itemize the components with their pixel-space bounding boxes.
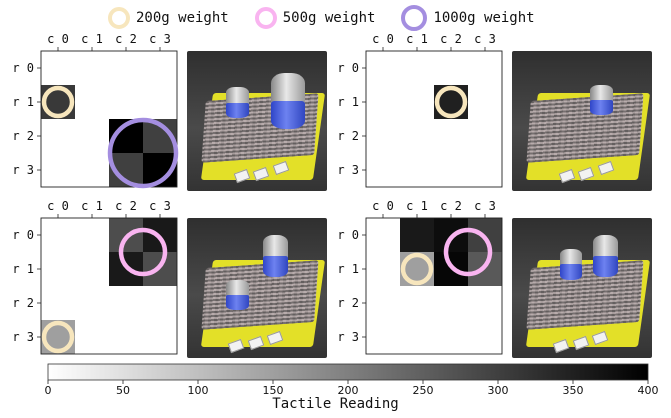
legend-ring-icon: [108, 7, 130, 29]
colorbar-tick-label: 150: [263, 384, 284, 397]
heatmap-group: c 0 c 1 c 2 c 3 r 0 r 1 r 2 r 3 c 0 c 1 c 2 c 3 r 0 r…: [12, 32, 503, 355]
legend-ring-icon: [254, 7, 277, 29]
row-tick-label: r 2: [12, 129, 34, 143]
heatmap-frame: [40, 217, 178, 355]
column-tick-label: c 1: [81, 199, 103, 213]
column-tick-label: c 0: [372, 199, 394, 213]
column-tick-label: c 2: [115, 199, 137, 213]
legend-item-200g: 200g weight: [108, 7, 229, 29]
legend-label: 200g weight: [136, 10, 229, 26]
row-tick-label: r 0: [12, 228, 34, 242]
row-tick-label: r 3: [12, 330, 34, 344]
column-tick-label: c 3: [149, 32, 171, 46]
row-tick-label: r 3: [337, 163, 359, 177]
weight-marker: [434, 85, 468, 119]
weight-marker: [443, 227, 493, 277]
colorbar-tick-label: 250: [413, 384, 434, 397]
heatmap-frame: [365, 50, 503, 188]
colorbar: 0 50 100 150 200 250 300 350 400: [45, 363, 659, 397]
column-tick-label: c 2: [115, 32, 137, 46]
legend-label: 500g weight: [282, 10, 376, 26]
column-tick-label: c 2: [440, 199, 462, 213]
row-tick-label: r 2: [337, 296, 359, 310]
photo-panel-3: [187, 218, 327, 358]
column-tick-label: c 1: [406, 32, 428, 46]
heatmap-panel-1: c 0 c 1 c 2 c 3 r 0 r 1 r 2 r 3: [12, 32, 179, 189]
row-tick-label: r 0: [337, 61, 359, 75]
column-tick-label: c 0: [47, 32, 69, 46]
photo-panel-4: [512, 218, 652, 358]
legend: 200g weight 500g weight 1000g weight: [108, 4, 535, 32]
heatmap-frame: [365, 217, 503, 355]
legend-item-500g: 500g weight: [254, 7, 376, 29]
colorbar-tick-label: 50: [116, 384, 130, 397]
legend-ring-icon: [401, 5, 428, 31]
column-tick-label: c 3: [474, 199, 496, 213]
weight-marker: [400, 252, 434, 286]
photo-panel-1: [187, 51, 327, 191]
colorbar-tick-label: 350: [563, 384, 584, 397]
row-tick-label: r 1: [12, 262, 34, 276]
row-tick-label: r 3: [12, 163, 34, 177]
column-tick-label: c 3: [474, 32, 496, 46]
column-tick-label: c 1: [406, 199, 428, 213]
weight-marker: [41, 320, 75, 354]
column-tick-label: c 0: [47, 199, 69, 213]
colorbar-ticks: 0 50 100 150 200 250 300 350 400: [45, 380, 659, 397]
column-tick-label: c 0: [372, 32, 394, 46]
row-tick-label: r 2: [337, 129, 359, 143]
weight-marker: [107, 117, 179, 189]
column-tick-label: c 1: [81, 32, 103, 46]
row-tick-label: r 1: [337, 262, 359, 276]
colorbar-label: Tactile Reading: [272, 396, 399, 412]
column-tick-label: c 3: [149, 199, 171, 213]
colorbar-gradient: [47, 363, 649, 381]
row-tick-label: r 2: [12, 296, 34, 310]
weight-marker: [41, 85, 75, 119]
legend-item-1000g: 1000g weight: [401, 5, 535, 31]
photo-panel-2: [512, 51, 652, 191]
column-tick-label: c 2: [440, 32, 462, 46]
colorbar-tick-label: 400: [638, 384, 659, 397]
row-tick-label: r 1: [337, 95, 359, 109]
colorbar-tick-label: 300: [488, 384, 509, 397]
row-tick-label: r 3: [337, 330, 359, 344]
weight-marker: [118, 227, 168, 277]
colorbar-tick-label: 100: [188, 384, 209, 397]
colorbar-tick-label: 0: [45, 384, 52, 397]
heatmap-panel-3: c 0 c 1 c 2 c 3 r 0 r 1 r 2 r 3: [12, 199, 178, 355]
row-tick-label: r 1: [12, 95, 34, 109]
heatmap-cell: [400, 218, 434, 252]
heatmap-frame: [40, 50, 178, 188]
legend-label: 1000g weight: [433, 10, 535, 26]
heatmap-panel-4: c 0 c 1 c 2 c 3 r 0 r 1 r 2 r 3: [337, 199, 503, 355]
row-tick-label: r 0: [12, 61, 34, 75]
row-tick-label: r 0: [337, 228, 359, 242]
heatmap-panel-2: c 0 c 1 c 2 c 3 r 0 r 1 r 2 r 3: [337, 32, 503, 188]
colorbar-tick-label: 200: [338, 384, 359, 397]
